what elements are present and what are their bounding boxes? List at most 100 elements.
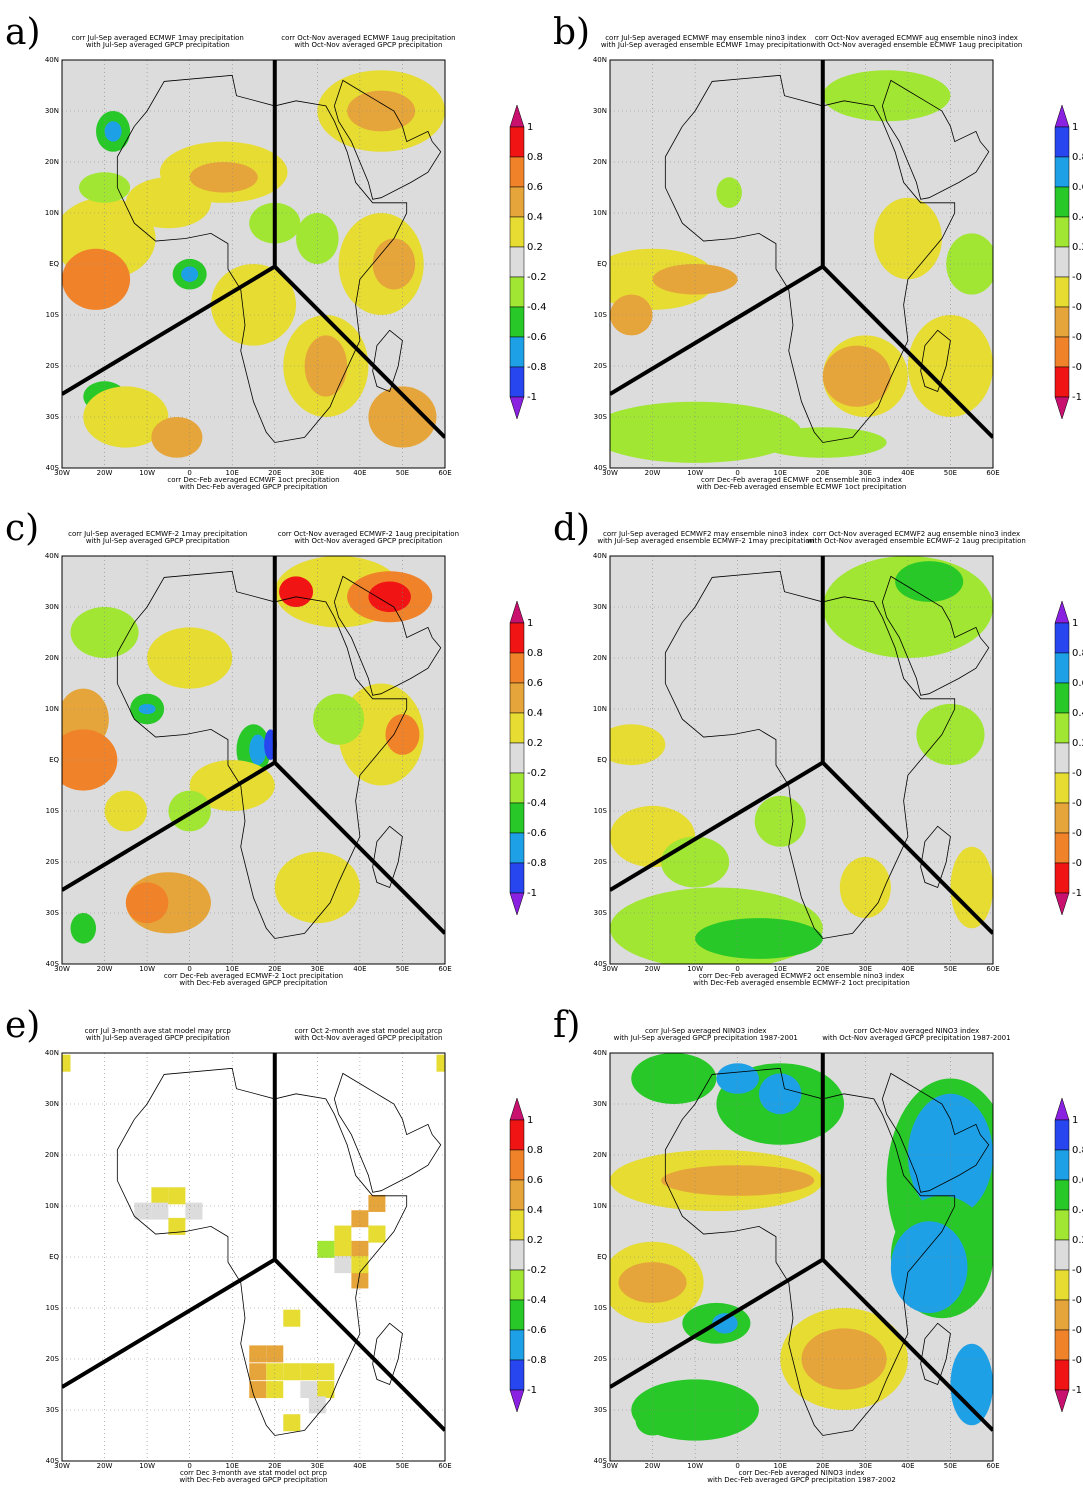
colorbar-segment [1054, 622, 1070, 654]
lon-label: 10W [687, 469, 703, 477]
colorbar-label: 0.8 [1072, 152, 1083, 163]
map-frame [61, 1052, 446, 1462]
bottom-title: with Dec-Feb averaged GPCP precipitation… [707, 1476, 896, 1484]
coastline [881, 79, 990, 200]
colorbar-label: 0.6 [1072, 182, 1083, 193]
colorbar-label: 0.4 [527, 1205, 543, 1216]
lon-label: 30E [311, 469, 324, 477]
colorbar-segment [1054, 832, 1070, 864]
right-title: with Oct-Nov averaged ensemble ECMWF-2 1… [807, 537, 1026, 545]
contour-blob [62, 248, 131, 310]
contour-blob [916, 703, 985, 766]
contour-blob [249, 734, 267, 766]
lat-label: EQ [49, 1253, 59, 1261]
grid-cell [249, 1345, 267, 1363]
colorbar-segment [509, 1329, 525, 1361]
lon-label: 20E [816, 965, 829, 973]
lat-label: 30S [46, 909, 60, 917]
contour-blob [368, 581, 411, 613]
bottom-title: with Dec-Feb averaged ensemble ECMWF 1oc… [697, 483, 907, 491]
colorbar-segment [1054, 276, 1070, 308]
lat-label: 20N [45, 158, 59, 166]
colorbar-label: -0.4 [527, 798, 547, 809]
contour-blob [754, 795, 806, 847]
contour-blob [618, 1262, 687, 1303]
lon-label: 20W [645, 469, 661, 477]
lon-label: 20W [645, 965, 661, 973]
lat-label: 20S [594, 858, 608, 866]
colorbar-segment [1054, 126, 1070, 158]
contour-blob [347, 90, 416, 132]
lat-label: 30N [593, 1100, 607, 1108]
lat-label: 20S [46, 1355, 60, 1363]
map-panel: 30W 20W 10W 0 10E 20E 30E 40E 50E 60E 40N 30N 20N 10N… [553, 1005, 1083, 1484]
coastline [372, 1322, 403, 1386]
colorbar-segment [1054, 742, 1070, 774]
panel-letter: f) [553, 1005, 580, 1046]
bottom-title: corr Dec-Feb averaged ECMWF oct ensemble… [701, 476, 902, 484]
colorbar-label: 0.2 [527, 1235, 543, 1246]
colorbar-label: 0.2 [527, 242, 543, 253]
colorbar-segment [509, 1209, 525, 1241]
contour-blob [950, 846, 993, 929]
map-panel: 30W 20W 10W 0 10E 20E 30E 40E 50E 60E 40N 30N 20N 10N… [5, 1005, 547, 1484]
colorbar-label: 1 [1072, 122, 1078, 133]
lon-label: 0 [187, 469, 191, 477]
colorbar-label: -0 [1072, 858, 1082, 869]
contour-blob [716, 177, 742, 208]
colorbar-segment [509, 366, 525, 398]
contour-blob [822, 345, 891, 407]
contour-blob [104, 790, 148, 832]
grid-cell [308, 1396, 326, 1414]
contour-blob [822, 70, 951, 122]
colorbar-label: -0 [1072, 272, 1082, 283]
coastline [664, 74, 956, 443]
colorbar-segment [509, 1359, 525, 1391]
colorbar-label: 0.6 [527, 678, 543, 689]
colorbar-segment [1054, 1119, 1070, 1151]
region-divider [62, 556, 445, 935]
contour-blob [890, 1221, 968, 1314]
colorbar-segment [1054, 186, 1070, 218]
colorbar-label: -1 [1072, 888, 1082, 899]
region-divider [610, 60, 993, 439]
panel-letter: c) [5, 508, 39, 549]
left-title: with Jul-Sep averaged GPCP precipitation… [614, 1034, 798, 1042]
contour-blob [712, 1313, 738, 1334]
colorbar-label: -0.4 [527, 302, 547, 313]
lat-label: 10S [594, 311, 608, 319]
grid-cell [351, 1256, 369, 1274]
lat-label: EQ [597, 1253, 607, 1261]
coastline [333, 79, 442, 200]
colorbar-arrow [509, 104, 525, 128]
grid-cell [62, 1054, 71, 1072]
grid-cell [317, 1240, 335, 1258]
lat-label: 10N [45, 705, 59, 713]
lat-label: EQ [49, 260, 59, 268]
lat-label: 20N [593, 1151, 607, 1159]
lon-label: 30W [602, 965, 618, 973]
colorbar-label: 0.4 [527, 212, 543, 223]
lat-label: 40N [593, 552, 607, 560]
lat-label: 10S [46, 311, 60, 319]
grid-cell [134, 1202, 152, 1220]
colorbar-label: -0 [1072, 828, 1082, 839]
lat-label: 20N [593, 158, 607, 166]
contour-blob [372, 238, 416, 290]
colorbar-label: -0.8 [527, 858, 547, 869]
contour-blob [801, 1328, 887, 1390]
lat-label: 30N [593, 107, 607, 115]
left-title: with Jul-Sep averaged GPCP precipitation [86, 537, 230, 545]
lat-label: 10N [45, 209, 59, 217]
colorbar-label: -1 [1072, 1385, 1082, 1396]
lon-label: 60E [986, 965, 999, 973]
coastline [372, 329, 403, 393]
lon-label: 60E [986, 1462, 999, 1470]
lon-label: 30W [602, 469, 618, 477]
lon-label: 20W [97, 469, 113, 477]
contour-blob [610, 724, 666, 766]
colorbar-label: 0.2 [527, 738, 543, 749]
map-fill [62, 1053, 445, 1461]
colorbar-label: -1 [1072, 392, 1082, 403]
contour-blob [895, 561, 964, 602]
